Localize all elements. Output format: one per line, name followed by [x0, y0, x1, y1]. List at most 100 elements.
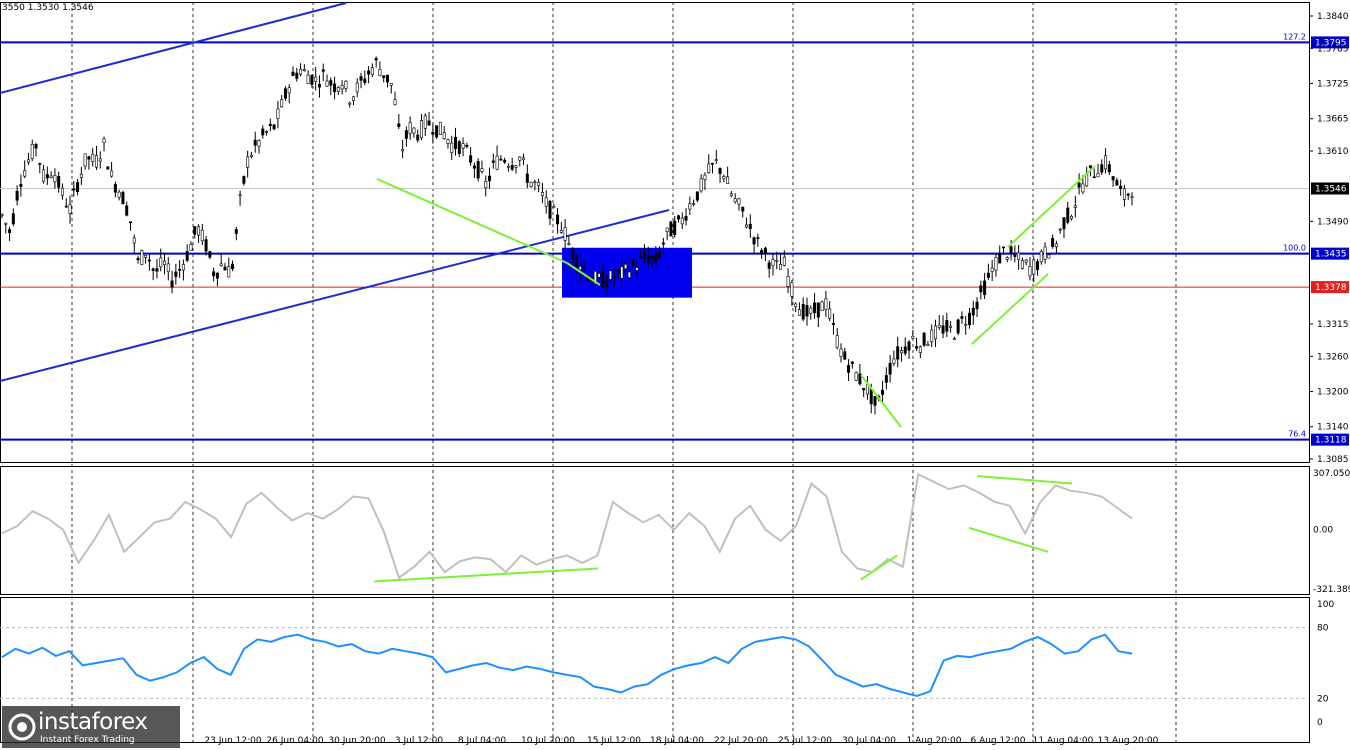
- candle-body: [571, 248, 575, 259]
- candle-body: [824, 298, 828, 310]
- candle-body: [465, 144, 469, 147]
- cci-series-line: [1, 472, 1133, 580]
- fib-levels: 127.2 1.3795 100.0 1.3435 76.4 1.3118 1.3378 1.…: [0, 32, 1349, 446]
- candle-body: [676, 215, 680, 220]
- candle-body: [480, 168, 484, 172]
- cci-tick-label: 307.0503: [1313, 469, 1350, 479]
- time-tick-label: 22 Jul 20:00: [714, 736, 768, 746]
- time-tick-label: 18 Jul 04:00: [650, 736, 704, 746]
- candle-body: [64, 205, 68, 208]
- candle-body: [601, 271, 605, 288]
- fib-price-tag: [1311, 433, 1349, 446]
- candle-body: [393, 99, 397, 105]
- candle-body: [170, 280, 174, 288]
- candle-body: [344, 80, 348, 89]
- candle-body: [374, 58, 378, 61]
- candle-body: [427, 120, 431, 126]
- candle-body: [763, 247, 767, 254]
- candle-body: [181, 264, 185, 271]
- price-tick-label: 1.3490: [1317, 217, 1349, 227]
- rsi-pane[interactable]: [0, 627, 1309, 699]
- candle-body: [276, 108, 280, 119]
- cci-pane[interactable]: [1, 472, 1133, 583]
- candle-body: [884, 375, 888, 383]
- candle-body: [1058, 228, 1062, 231]
- candle-body: [559, 230, 563, 233]
- candle-body: [79, 173, 83, 178]
- price-divergence-line: [376, 178, 568, 264]
- candle-body: [635, 267, 639, 271]
- candle-body: [287, 87, 291, 94]
- candle-body: [1002, 246, 1006, 249]
- candle-body: [219, 263, 223, 266]
- candle-body: [922, 332, 926, 346]
- candle-body: [412, 127, 416, 134]
- candle-body: [624, 263, 628, 270]
- candle-body: [336, 87, 340, 92]
- candle-body: [699, 178, 703, 192]
- time-tick-label: 26 Jun 04:00: [266, 736, 323, 746]
- candle-body: [42, 169, 46, 182]
- candle-body: [745, 224, 749, 228]
- candle-body: [899, 350, 903, 354]
- candle-body: [454, 136, 458, 149]
- candle-body: [933, 325, 937, 340]
- candle-body: [283, 88, 287, 99]
- candle-body: [355, 82, 359, 93]
- fib-price-tag: [1311, 36, 1349, 49]
- brand-icon: [8, 713, 36, 741]
- candle-body: [1077, 182, 1081, 188]
- candle-body: [748, 224, 752, 229]
- time-tick-label: 30 Jul 04:00: [842, 736, 896, 746]
- candle-body: [1115, 180, 1119, 186]
- fib-price-tag-text: 1.3795: [1315, 38, 1347, 48]
- candle-body: [1024, 259, 1028, 263]
- candle-body: [707, 163, 711, 173]
- fib-level-label: 100.0: [1283, 244, 1306, 253]
- candle-body: [302, 69, 306, 72]
- candle-body: [986, 272, 990, 278]
- cci-divergence-line: [968, 526, 1049, 553]
- candle-body: [329, 80, 333, 86]
- candle-body: [128, 221, 132, 224]
- candle-body: [76, 182, 80, 193]
- current-price-tag-text: 1.3546: [1315, 185, 1347, 195]
- candle-body: [4, 222, 8, 225]
- price-tick-label: 1.3840: [1317, 12, 1349, 22]
- candle-body: [937, 324, 941, 328]
- candle-body: [253, 139, 257, 146]
- candle-body: [506, 165, 510, 168]
- candle-body: [491, 160, 495, 163]
- candle-body: [132, 237, 136, 244]
- candle-body: [608, 270, 612, 280]
- candle-body: [340, 85, 344, 90]
- price-divergence-line: [566, 262, 601, 286]
- cci-divergence-line: [976, 475, 1073, 485]
- candle-body: [983, 280, 987, 295]
- candle-body: [828, 308, 832, 319]
- price-pane[interactable]: 127.2 1.3795 100.0 1.3435 76.4 1.3118 1.3378 1.…: [0, 2, 1349, 446]
- fib-price-tag-text: 1.3118: [1315, 436, 1347, 446]
- candle-body: [975, 301, 979, 310]
- candle-body: [280, 99, 284, 108]
- candle-body: [1028, 266, 1032, 277]
- candle-body: [1047, 254, 1051, 259]
- candle-body: [1013, 254, 1017, 257]
- candle-body: [397, 123, 401, 127]
- candle-body: [756, 237, 760, 239]
- candle-body: [782, 256, 786, 266]
- candle-body: [68, 204, 72, 214]
- candle-body: [1100, 164, 1104, 173]
- candle-body: [370, 67, 374, 75]
- candle-body: [166, 263, 170, 273]
- candle-body: [503, 159, 507, 163]
- candle-body: [419, 120, 423, 138]
- candle-body: [38, 163, 42, 165]
- candle-body: [733, 198, 737, 203]
- candle-body: [862, 387, 866, 391]
- price-tick-label: 1.3665: [1317, 115, 1349, 125]
- candle-body: [998, 252, 1002, 264]
- candle-body: [941, 325, 945, 334]
- time-tick-label: 11 Aug 04:00: [1033, 736, 1094, 746]
